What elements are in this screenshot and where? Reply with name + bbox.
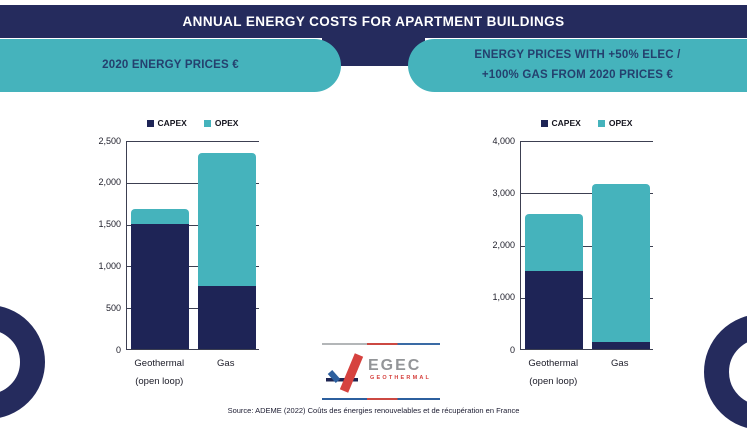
legend-label-capex: CAPEX	[551, 118, 581, 128]
y-tick-label: 0	[509, 344, 515, 355]
logo-bottom-rule	[322, 398, 440, 400]
capex-swatch-icon	[146, 119, 154, 127]
gridline	[521, 141, 653, 142]
source-citation: Source: ADEME (2022) Coûts des énergies …	[227, 406, 520, 415]
egec-logo: EGEC GEOTHERMAL	[322, 339, 440, 402]
decorative-ring-left-icon	[0, 305, 45, 419]
legend-label-capex: CAPEX	[157, 118, 187, 128]
banner-right-label-line1: ENERGY PRICES WITH +50% ELEC /	[474, 48, 681, 61]
banner-right-label-line2: +100% GAS FROM 2020 PRICES €	[481, 68, 674, 81]
plot-area	[126, 141, 259, 350]
y-tick-label: 2,000	[98, 177, 121, 188]
legend-item-opex: OPEX	[203, 118, 239, 128]
bar-segment-opex-cat0	[131, 208, 190, 224]
bar-segment-opex-cat1	[197, 152, 256, 287]
x-category-label-line: Gas	[217, 358, 235, 369]
banner-2020-prices: 2020 ENERGY PRICES €	[0, 39, 341, 92]
gridline	[127, 182, 259, 184]
gridline	[127, 224, 259, 226]
chart-legend: CAPEX OPEX	[520, 118, 653, 128]
gridline	[521, 193, 653, 195]
legend-label-opex: OPEX	[608, 118, 633, 128]
x-axis-labels: Geothermal (open loop) Gas	[520, 358, 653, 406]
y-axis-labels: 0 500 1,000 1,500 2,000 2,500	[55, 115, 121, 375]
header-bar: ANNUAL ENERGY COSTS FOR APARTMENT BUILDI…	[0, 5, 747, 38]
banner-increased-prices: ENERGY PRICES WITH +50% ELEC / +100% GAS…	[408, 39, 747, 92]
chart-increased-prices: CAPEX OPEX 0 1,000 2,000 3,000 4,000 Geother…	[449, 115, 679, 410]
logo-top-rule	[322, 343, 440, 345]
x-category-label-line: Geothermal	[528, 358, 579, 369]
x-category-label: Gas	[587, 358, 654, 369]
x-axis-labels: Geothermal (open loop) Gas	[126, 358, 259, 406]
y-tick-label: 4,000	[492, 135, 515, 146]
x-category-label: Gas	[193, 358, 260, 369]
legend-item-capex: CAPEX	[146, 118, 187, 128]
opex-swatch-icon	[597, 119, 605, 127]
y-tick-label: 3,000	[492, 187, 515, 198]
x-category-label-line: (open loop)	[135, 376, 184, 387]
egec-checkmark-icon	[326, 353, 364, 393]
y-tick-label: 2,000	[492, 240, 515, 250]
bar-segment-capex-cat0	[525, 270, 584, 349]
x-category-label: Geothermal (open loop)	[126, 358, 193, 387]
legend-label-opex: OPEX	[214, 118, 239, 128]
gridline	[521, 297, 653, 299]
y-tick-label: 0	[115, 344, 121, 355]
logo-subtitle: GEOTHERMAL	[370, 375, 432, 381]
y-tick-label: 1,000	[98, 260, 121, 271]
x-category-label: Geothermal (open loop)	[520, 358, 587, 387]
gridline	[127, 266, 259, 268]
bar-segment-opex-cat0	[525, 214, 584, 271]
chart-legend: CAPEX OPEX	[126, 118, 259, 128]
gridline	[521, 245, 653, 247]
y-axis-labels: 0 1,000 2,000 3,000 4,000	[449, 115, 515, 375]
capex-swatch-icon	[540, 119, 548, 127]
gridline	[127, 141, 259, 142]
x-category-label-line: Geothermal	[134, 358, 185, 369]
y-tick-label: 1,000	[492, 292, 515, 303]
y-tick-label: 2,500	[98, 135, 121, 146]
bar-segment-capex-cat1	[197, 286, 256, 349]
legend-item-opex: OPEX	[597, 118, 633, 128]
bar-segment-capex-cat1	[591, 341, 650, 349]
logo-wordmark: EGEC	[368, 357, 422, 374]
legend-item-capex: CAPEX	[540, 118, 581, 128]
opex-swatch-icon	[203, 119, 211, 127]
x-category-label-line: (open loop)	[529, 376, 578, 387]
bar-segment-capex-cat0	[131, 223, 190, 349]
bar-segment-opex-cat1	[591, 184, 650, 342]
gridline	[127, 308, 259, 310]
banner-left-label: 2020 ENERGY PRICES €	[102, 58, 239, 71]
plot-area	[520, 141, 653, 350]
chart-2020-prices: CAPEX OPEX 0 500 1,000 1,500 2,000 2,500 Geot…	[55, 115, 285, 410]
y-tick-label: 1,500	[98, 219, 121, 230]
page-title: ANNUAL ENERGY COSTS FOR APARTMENT BUILDI…	[182, 14, 565, 29]
x-category-label-line: Gas	[611, 358, 629, 369]
y-tick-label: 500	[105, 302, 121, 313]
